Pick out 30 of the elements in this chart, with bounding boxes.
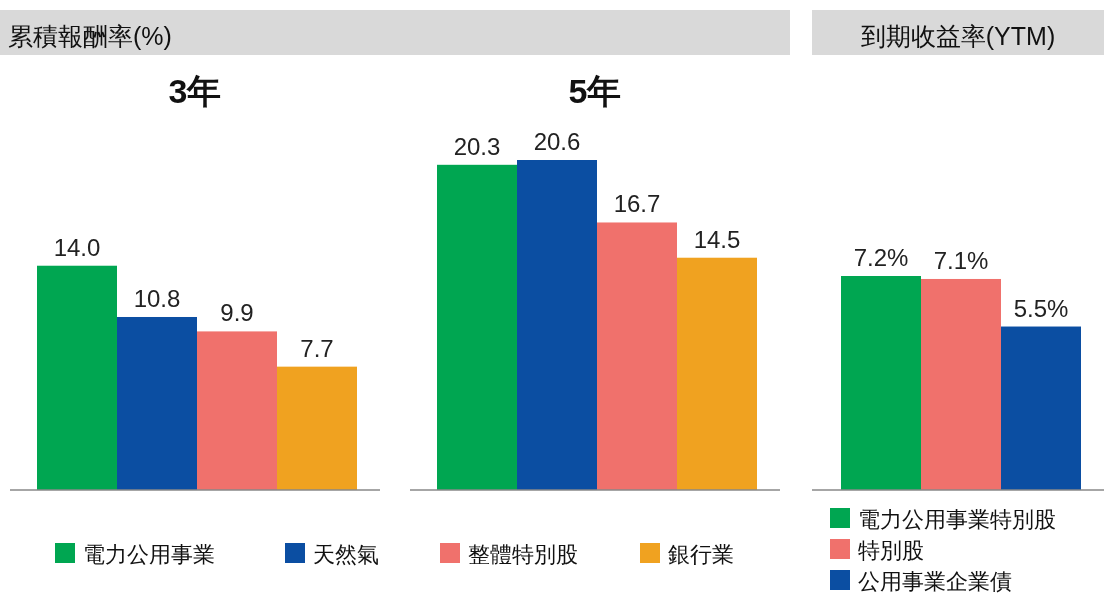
- bar: [197, 331, 277, 490]
- legend-label: 電力公用事業特別股: [858, 507, 1056, 532]
- bar: [117, 316, 197, 490]
- chart-title: 3年: [168, 72, 222, 110]
- data-label: 20.3: [453, 132, 501, 160]
- legend-label: 電力公用事業: [83, 542, 215, 567]
- chart-title: 到期收益率(YTM): [860, 22, 1056, 50]
- data-label: 7.7: [300, 334, 334, 362]
- data-label: 14.5: [693, 225, 741, 253]
- data-label: 14.0: [53, 233, 101, 261]
- bar: [517, 160, 597, 490]
- legend-label: 銀行業: [668, 542, 734, 567]
- bar: [437, 164, 517, 490]
- legend-label: 公用事業企業債: [858, 569, 1012, 594]
- text: 累積報酬率(%): [8, 22, 172, 50]
- bar: [37, 265, 117, 490]
- chart-title: 5年: [568, 72, 622, 110]
- legend-label: 整體特別股: [468, 542, 578, 567]
- legend-label: 特別股: [858, 538, 924, 563]
- data-label: 5.5%: [1013, 294, 1069, 322]
- data-label: 20.6: [533, 128, 581, 155]
- legend-label: 天然氣: [313, 542, 379, 567]
- bar: [597, 222, 677, 490]
- bar: [677, 257, 757, 490]
- data-label: 7.1%: [933, 246, 989, 274]
- data-label: 16.7: [613, 190, 661, 218]
- data-label: 7.2%: [853, 244, 909, 271]
- data-label: 10.8: [133, 284, 181, 312]
- data-label: 9.9: [220, 299, 254, 327]
- bar: [277, 366, 357, 490]
